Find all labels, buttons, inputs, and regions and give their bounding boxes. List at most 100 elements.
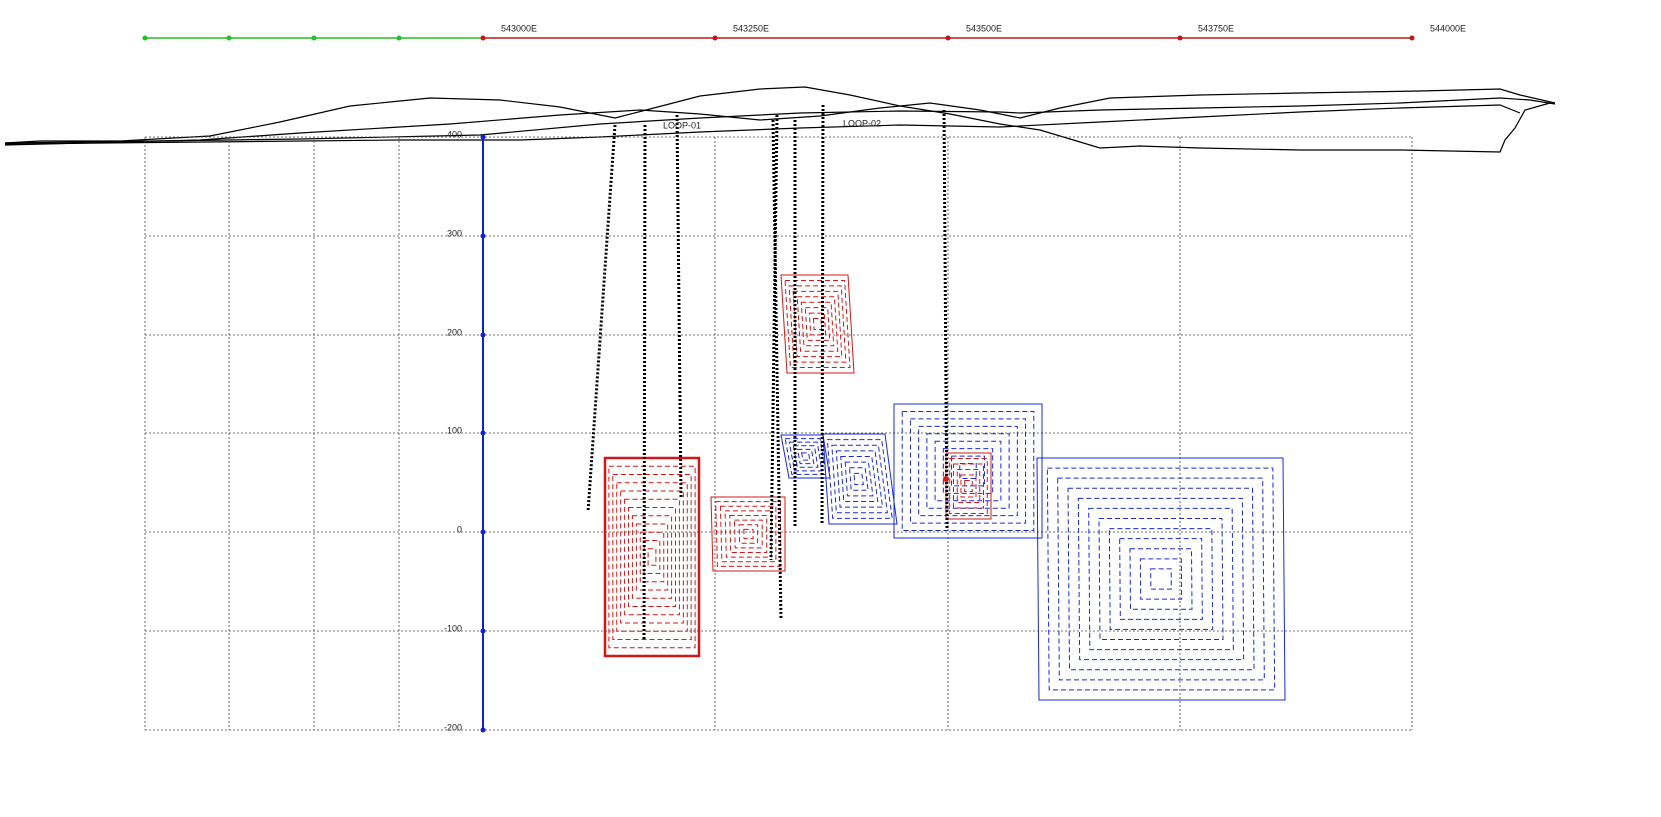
labels: 543000E 543250E 543500E 543750E 544000E 400 30… <box>444 23 1466 732</box>
plate-contour <box>801 452 811 461</box>
plate-contour <box>1067 487 1255 671</box>
elevation-label: 200 <box>447 327 462 337</box>
elevation-dot <box>480 233 486 239</box>
elevation-label: 100 <box>447 425 462 435</box>
topo-line <box>4 97 1556 144</box>
elevation-dot <box>480 529 486 535</box>
plate-contour <box>792 445 819 468</box>
plate-contour <box>792 290 843 358</box>
plate-contour <box>956 469 981 503</box>
plate-contour <box>853 472 864 486</box>
plate-contour <box>1129 548 1193 610</box>
topo-line <box>4 88 1556 146</box>
plate-contour <box>724 510 772 558</box>
plate-contour <box>796 296 839 352</box>
plate-contour <box>796 448 815 465</box>
plate-contour <box>612 474 692 640</box>
plate-contour <box>1119 538 1203 620</box>
plate-contour <box>1046 467 1276 691</box>
drillhole <box>586 124 617 513</box>
plate-contour <box>934 440 1002 502</box>
elevation-dot <box>480 332 486 338</box>
elevation-label: -200 <box>444 722 462 732</box>
elevation-label: 0 <box>457 524 462 534</box>
plate-contour <box>1057 477 1265 681</box>
elevation-label: 400 <box>447 129 462 139</box>
plate-contour <box>643 540 661 574</box>
plate-contour <box>647 548 657 566</box>
plate-contour <box>964 480 973 492</box>
plate-outline <box>945 452 992 520</box>
plate-contour <box>733 519 763 549</box>
plate-contour <box>715 501 781 567</box>
easting-dot <box>142 35 148 41</box>
plate-contour <box>784 279 851 369</box>
drillhole <box>675 114 683 498</box>
drillhole <box>820 104 825 526</box>
easting-dot <box>1409 35 1415 41</box>
easting-dot <box>1177 35 1183 41</box>
plate-contour <box>624 498 680 616</box>
plate-contour <box>1098 518 1224 640</box>
plate-contour <box>951 455 985 487</box>
drillholes <box>586 104 949 641</box>
plate-contour <box>909 418 1027 524</box>
easting-dot <box>311 35 317 41</box>
topo-line <box>4 104 1521 145</box>
plate-contour <box>635 523 669 591</box>
drillhole <box>642 124 647 641</box>
plate-contour <box>826 439 893 519</box>
plate-contour <box>918 425 1018 517</box>
plate-contour <box>631 515 673 599</box>
plate-contour <box>942 448 994 494</box>
easting-label: 543250E <box>733 23 769 33</box>
plate-contour <box>901 410 1035 532</box>
plate-contour <box>844 461 874 497</box>
plate-contour <box>719 505 777 563</box>
plate-outline <box>603 456 701 658</box>
easting-dot <box>226 35 232 41</box>
plate-contour <box>1088 507 1234 651</box>
plate-contour <box>608 465 696 649</box>
easting-label: 543000E <box>501 23 537 33</box>
plate-contour <box>639 531 665 583</box>
topography <box>4 86 1556 153</box>
elevation-label: -100 <box>444 623 462 633</box>
elevation-dot <box>480 727 486 733</box>
easting-label: 543750E <box>1198 23 1234 33</box>
plate-outline <box>710 496 786 572</box>
grid <box>142 35 1415 733</box>
plate-contour <box>831 444 888 514</box>
easting-dot <box>480 35 486 41</box>
plate-contour <box>729 515 768 553</box>
loop-label: LOOP-01 <box>663 120 701 130</box>
easting-label: 543500E <box>966 23 1002 33</box>
plate-contour <box>949 458 988 514</box>
plate-outline <box>780 274 855 374</box>
loop-label: LOOP-02 <box>843 118 881 128</box>
plate-contour <box>1108 528 1214 630</box>
plate-contour <box>808 312 827 336</box>
plate-contour <box>953 463 984 509</box>
easting-dot <box>396 35 402 41</box>
plate-contour <box>743 528 754 540</box>
plate-contour <box>812 318 823 330</box>
hole-marker <box>943 476 949 482</box>
plate-contour <box>926 433 1010 509</box>
plate-contour <box>738 524 759 544</box>
easting-dot <box>945 35 951 41</box>
plate-contour <box>959 463 977 479</box>
plate-outline <box>1036 457 1286 701</box>
plate-contour <box>1077 497 1245 661</box>
plate-outline <box>822 433 898 525</box>
easting-dot <box>712 35 718 41</box>
plate-contour <box>616 482 688 632</box>
plate-contour <box>1139 558 1183 600</box>
plate-contour <box>835 450 884 508</box>
plate-contour <box>849 467 869 491</box>
plate-contour <box>628 507 676 607</box>
elevation-label: 300 <box>447 228 462 238</box>
plate-contour <box>620 490 684 624</box>
drillhole <box>942 109 949 531</box>
